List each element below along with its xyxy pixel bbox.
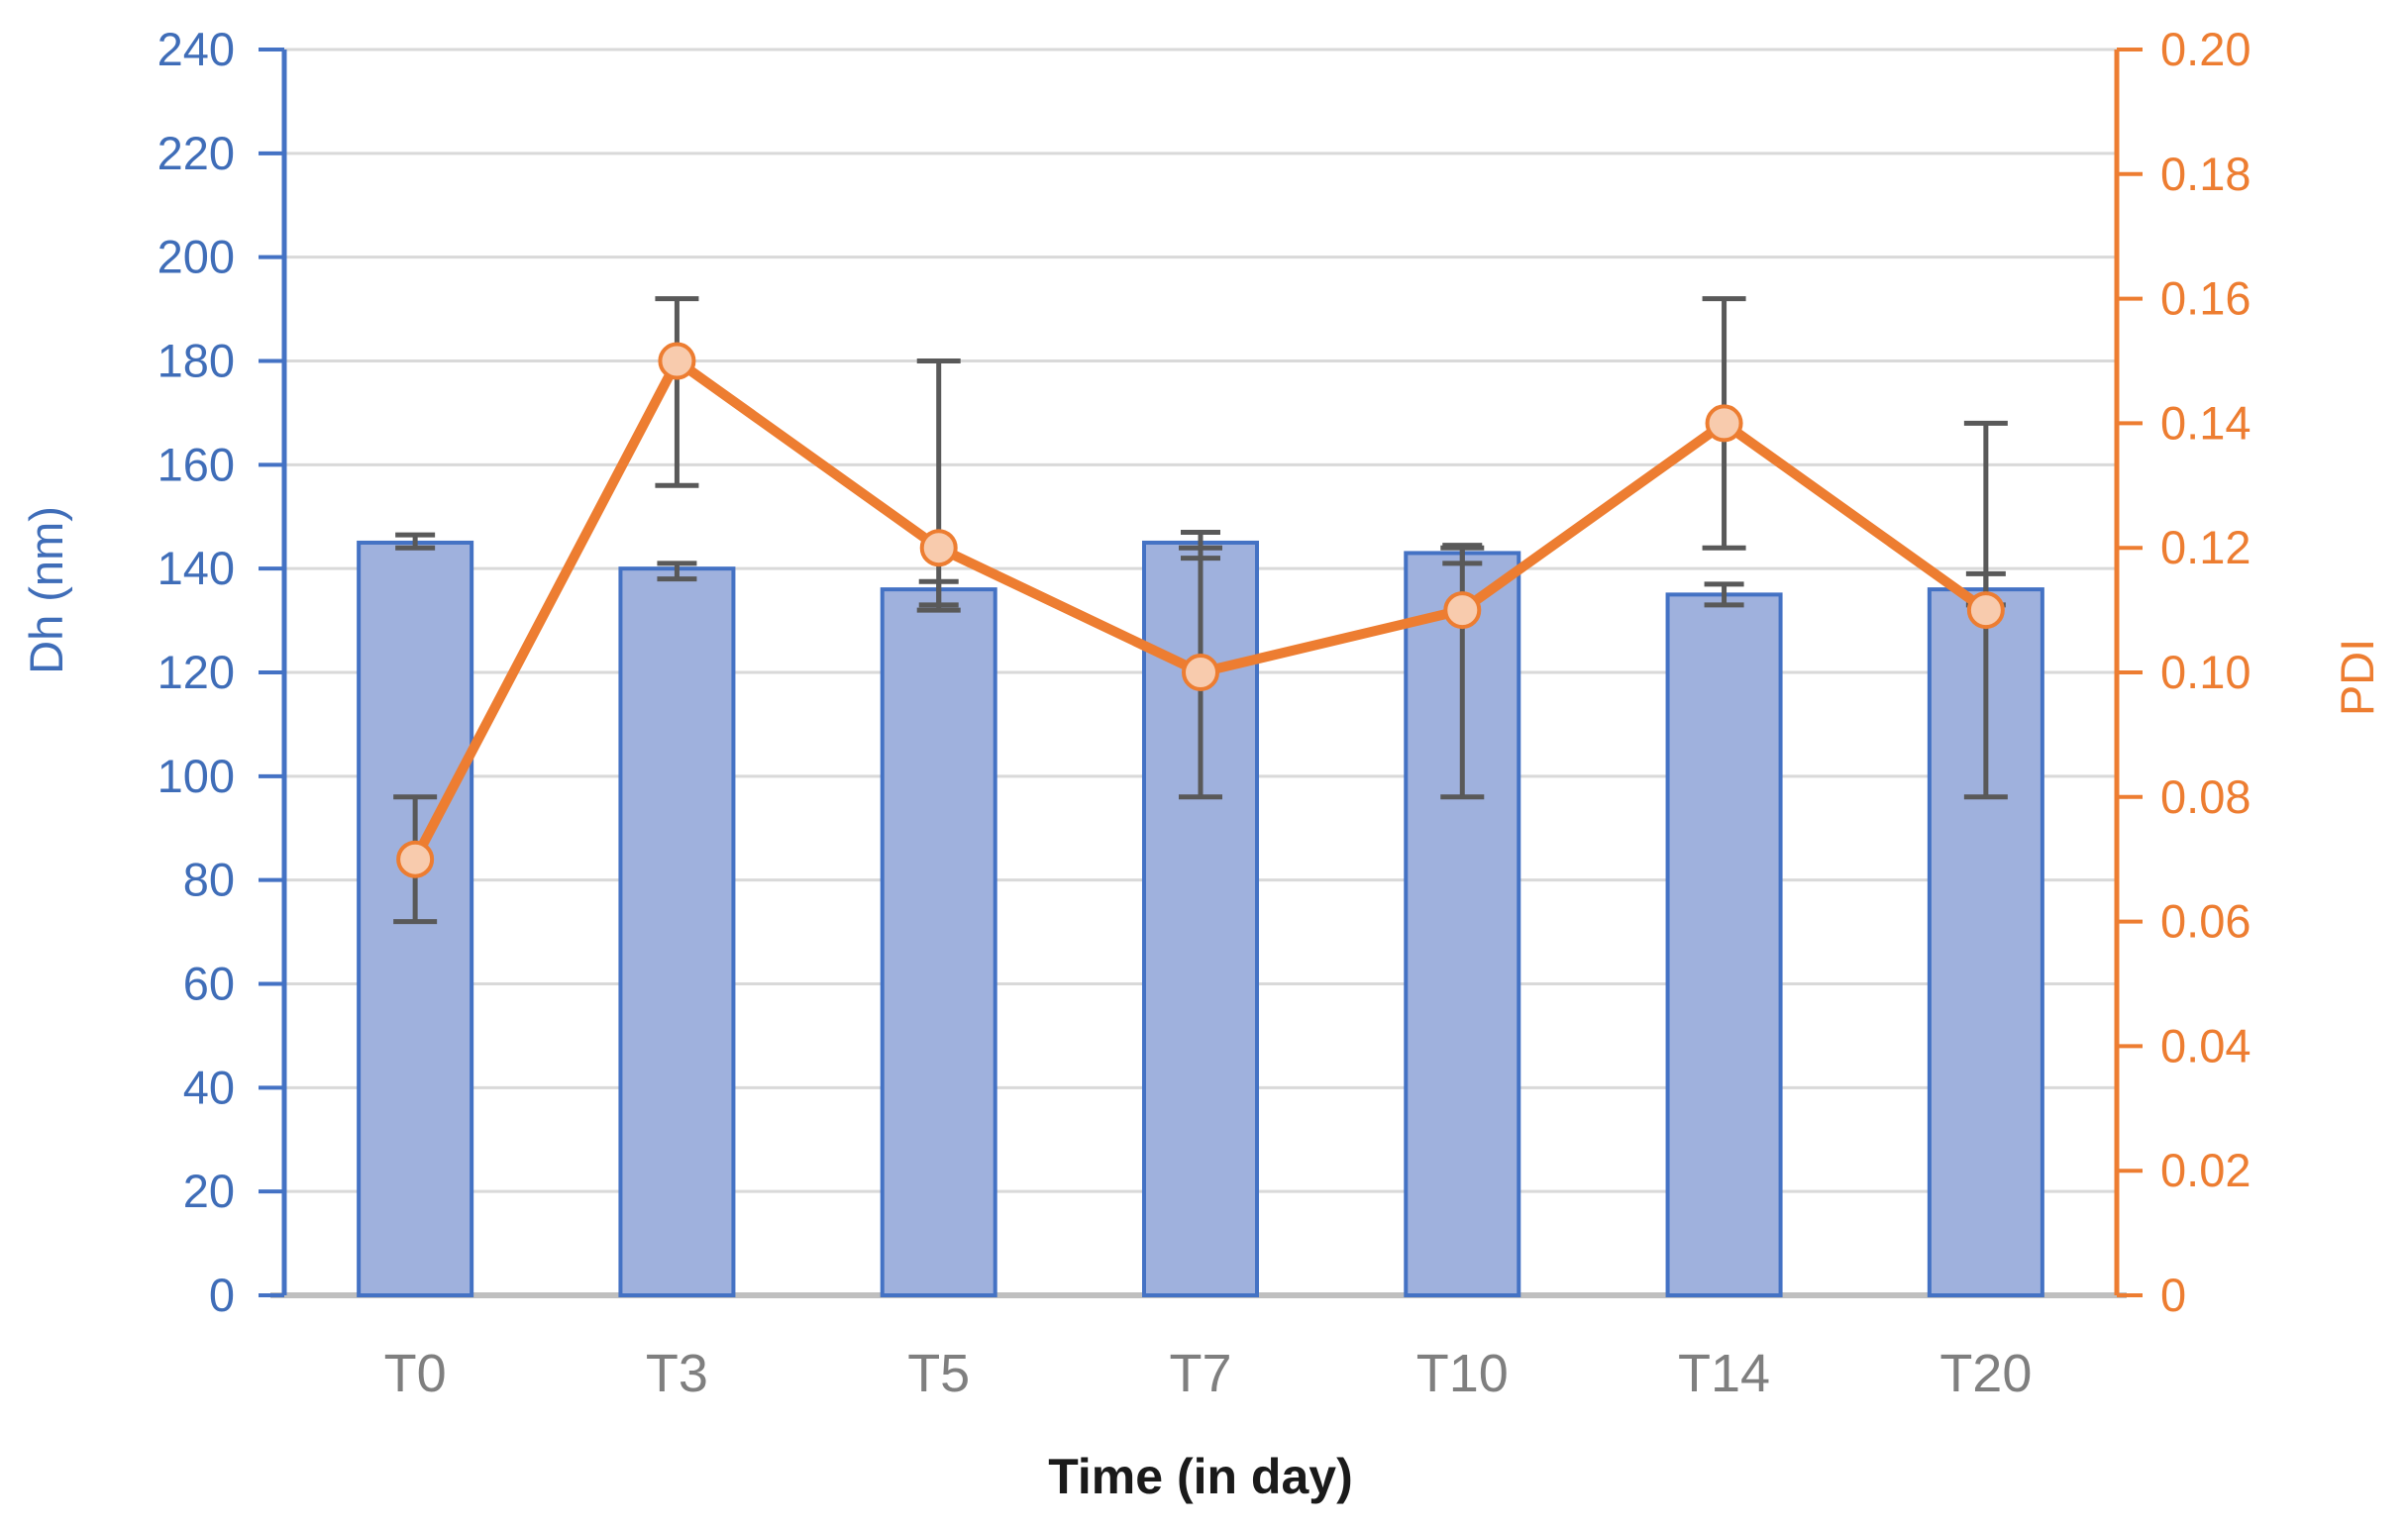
x-category-label: T3 [646, 1344, 708, 1403]
pdi-marker-T0 [396, 840, 435, 878]
left-axis-ticks: 0 20 40 60 80 100 120 140 160 180 200 220 240 [157, 23, 284, 1321]
left-axis-tick-label: 40 [183, 1061, 235, 1113]
left-axis-tick-label: 140 [157, 542, 235, 594]
right-axis-title: PDI [2331, 639, 2383, 716]
category-labels: T0 T3 T5 T7 T10 T14 T20 [384, 1344, 2033, 1403]
left-axis-title: Dh (nm) [20, 506, 72, 674]
pdi-markers [396, 342, 2005, 878]
x-category-label: T5 [907, 1344, 970, 1403]
pdi-marker-T7 [1182, 654, 1219, 691]
pdi-marker-T14 [1705, 404, 1743, 443]
pdi-marker-T10 [1443, 591, 1482, 630]
x-axis-title: Time (in day) [1048, 1449, 1352, 1504]
left-axis-tick-label: 200 [157, 231, 235, 283]
left-axis-tick-label: 100 [157, 750, 235, 802]
left-axis-tick-label: 80 [183, 854, 235, 906]
left-axis-tick-label: 180 [157, 335, 235, 387]
left-axis-tick-label: 220 [157, 127, 235, 179]
left-axis-tick-label: 20 [183, 1165, 235, 1217]
bar-series [357, 540, 2044, 1297]
bar-T5 [880, 587, 997, 1297]
right-axis-tick-label: 0.02 [2160, 1144, 2251, 1196]
left-axis-tick-label: 240 [157, 23, 235, 75]
right-axis-ticks: 0 0.02 0.04 0.06 0.08 0.10 0.12 0.14 0.16 0.18 0.2… [2117, 23, 2251, 1321]
right-axis-tick-label: 0.06 [2160, 895, 2251, 948]
x-category-label: T0 [384, 1344, 447, 1403]
x-category-label: T14 [1678, 1344, 1770, 1403]
x-category-label: T20 [1939, 1344, 2032, 1403]
right-axis-tick-label: 0.16 [2160, 272, 2251, 325]
right-axis-tick-label: 0.18 [2160, 148, 2251, 200]
right-axis-tick-label: 0.10 [2160, 646, 2251, 698]
pdi-marker-T3 [658, 342, 696, 380]
bar-T3 [618, 566, 736, 1297]
right-axis-tick-label: 0.08 [2160, 770, 2251, 823]
right-axis-tick-label: 0.14 [2160, 396, 2251, 449]
left-axis-tick-label: 0 [209, 1269, 235, 1321]
right-axis-tick-label: 0.12 [2160, 521, 2251, 573]
right-axis-tick-label: 0 [2160, 1269, 2186, 1321]
bar-T14 [1665, 592, 1783, 1297]
x-category-label: T10 [1416, 1344, 1509, 1403]
left-axis-tick-label: 160 [157, 438, 235, 490]
x-category-label: T7 [1169, 1344, 1231, 1403]
left-axis-tick-label: 60 [183, 958, 235, 1010]
right-axis-tick-label: 0.20 [2160, 23, 2251, 75]
right-axis-tick-label: 0.04 [2160, 1019, 2251, 1072]
pdi-marker-T20 [1966, 591, 2005, 630]
pdi-marker-T5 [919, 529, 958, 567]
left-axis-tick-label: 120 [157, 646, 235, 698]
